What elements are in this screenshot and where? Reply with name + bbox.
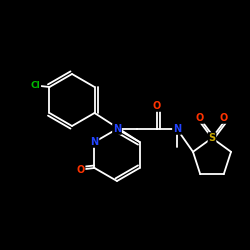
Text: O: O <box>76 165 84 175</box>
Text: Cl: Cl <box>30 80 40 90</box>
Text: N: N <box>173 124 181 134</box>
Text: O: O <box>196 113 204 123</box>
Text: N: N <box>113 124 121 134</box>
Text: S: S <box>208 133 216 143</box>
Text: O: O <box>153 101 161 111</box>
Text: N: N <box>90 137 98 147</box>
Text: O: O <box>220 113 228 123</box>
